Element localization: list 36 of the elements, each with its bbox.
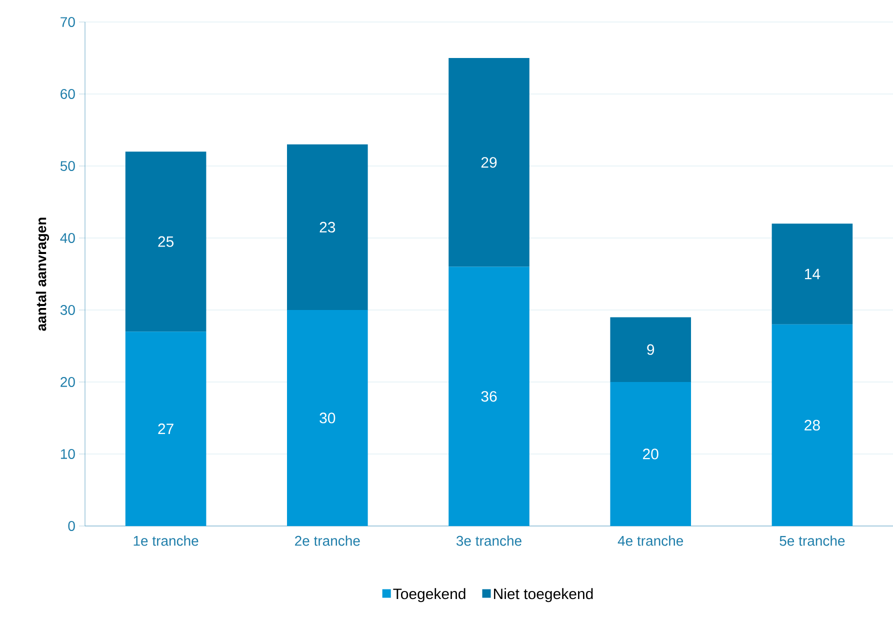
bar (610, 382, 692, 526)
data-label: 23 (320, 222, 336, 233)
y-tick-label: 30 (60, 305, 75, 315)
x-tick-label: 1e tranche (134, 536, 198, 546)
y-tick-label: 20 (60, 377, 75, 387)
bar (448, 58, 530, 267)
data-label: 25 (158, 236, 174, 247)
data-label: 36 (481, 391, 497, 402)
y-tick-label: 10 (60, 449, 75, 459)
x-tick-label: 5e tranche (780, 536, 845, 546)
bar (287, 310, 368, 526)
data-label: 28 (804, 420, 820, 431)
bar (125, 152, 206, 332)
bar (772, 324, 853, 526)
y-tick-label: 70 (60, 17, 75, 27)
data-label: 14 (805, 268, 820, 280)
y-tick-label: 0 (68, 521, 75, 531)
bar (610, 317, 692, 382)
y-tick-label: 60 (60, 89, 75, 99)
legend-label: Toegekend (393, 588, 466, 602)
data-label: 20 (643, 448, 658, 460)
data-label: 27 (158, 424, 174, 434)
x-tick-label: 2e tranche (295, 536, 360, 546)
y-tick-label: 50 (60, 161, 75, 171)
y-tick-label: 40 (60, 233, 75, 243)
data-label: 30 (320, 412, 336, 424)
data-label: 29 (481, 157, 497, 168)
bar (125, 332, 206, 526)
x-tick-label: 3e tranche (456, 536, 522, 546)
legend-label: Niet toegekend (494, 588, 593, 602)
data-label: 9 (647, 344, 654, 355)
y-axis-title: aantal aanvragen (36, 218, 50, 331)
bar (287, 144, 368, 310)
x-tick-label: 4e tranche (618, 536, 684, 546)
bar (772, 224, 853, 324)
bar (448, 266, 530, 526)
